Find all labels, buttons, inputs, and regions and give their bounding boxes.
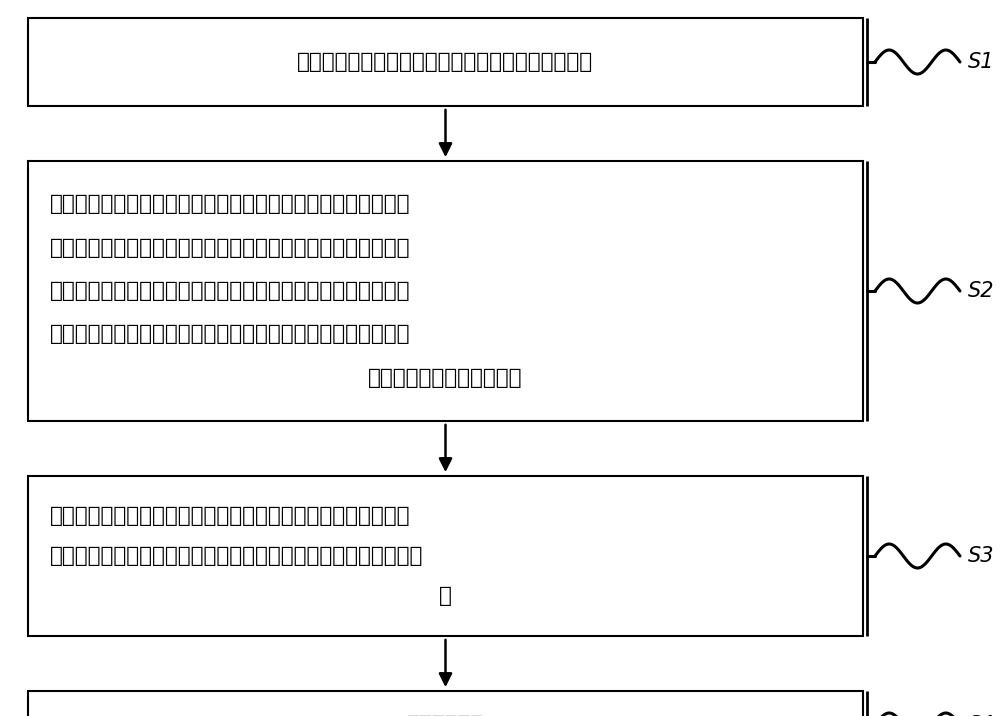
- FancyBboxPatch shape: [28, 476, 863, 636]
- Text: S1: S1: [968, 52, 994, 72]
- FancyBboxPatch shape: [28, 18, 863, 106]
- FancyBboxPatch shape: [28, 691, 863, 716]
- Text: 对所述数学模型初始化，给出相应边界条件和初始化数値，通过: 对所述数学模型初始化，给出相应边界条件和初始化数値，通过: [50, 506, 411, 526]
- Text: S3: S3: [968, 546, 994, 566]
- Text: 相数学模型进行求解；将暂堵剂视为离散相，通过离散相数学模: 相数学模型进行求解；将暂堵剂视为离散相，通过离散相数学模: [50, 281, 411, 301]
- Text: 型进行求解；连续相与连续相，连续相与离散相之间相互作用，: 型进行求解；连续相与连续相，连续相与离散相之间相互作用，: [50, 324, 411, 344]
- Text: 程: 程: [439, 586, 452, 606]
- Text: 构建裂隙几何模型，确定所述裂隙几何模型的粗糙度: 构建裂隙几何模型，确定所述裂隙几何模型的粗糙度: [297, 52, 594, 72]
- Text: 交叉耦合方程；将计算区域内的流体介质视为连续相，通过连续: 交叉耦合方程；将计算区域内的流体介质视为连续相，通过连续: [50, 238, 411, 258]
- Text: S4: S4: [968, 715, 994, 716]
- Text: 输出模拟结果: 输出模拟结果: [407, 715, 484, 716]
- Text: 确定所需数学模型，包括：连续相数学模型、离散相数学模型和: 确定所需数学模型，包括：连续相数学模型、离散相数学模型和: [50, 194, 411, 214]
- Text: 预设的双向耦合计算流程，模拟暂堵剂在干热岩粗糙裂隙内输运过: 预设的双向耦合计算流程，模拟暂堵剂在干热岩粗糙裂隙内输运过: [50, 546, 423, 566]
- Text: S2: S2: [968, 281, 994, 301]
- Text: 通过交叉耦合方程进行求解: 通过交叉耦合方程进行求解: [368, 368, 523, 387]
- FancyBboxPatch shape: [28, 161, 863, 421]
